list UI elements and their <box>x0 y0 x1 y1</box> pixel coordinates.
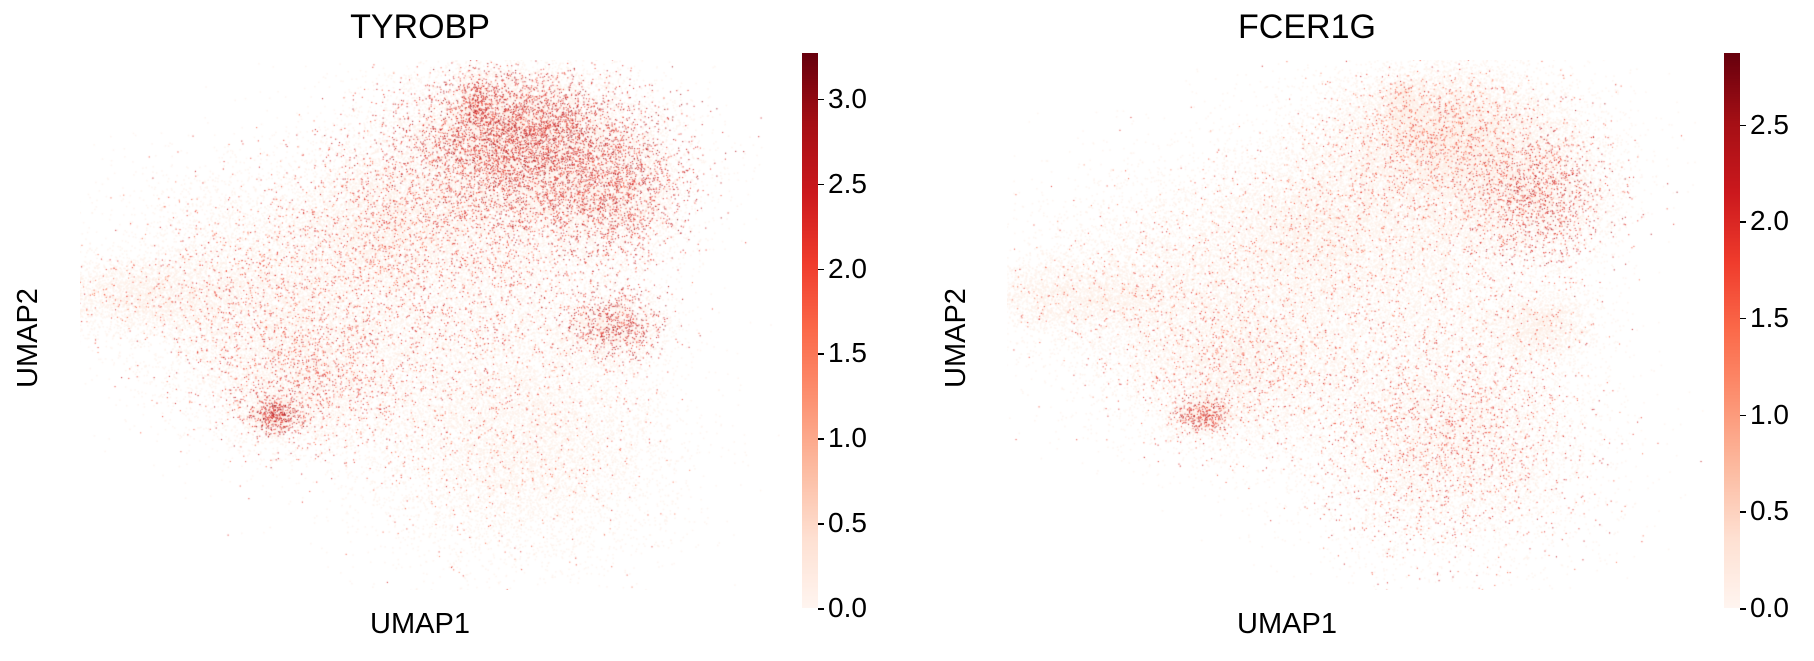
colorbar-tick-mark <box>1740 317 1746 320</box>
colorbar-tick-label: 0.5 <box>828 507 867 539</box>
colorbar-tick-mark <box>1740 414 1746 417</box>
y-axis-label: UMAP2 <box>12 288 44 388</box>
x-axis-label: UMAP1 <box>1237 608 1337 640</box>
colorbar-tick-mark <box>818 183 824 186</box>
colorbar-tick-mark <box>1740 511 1746 513</box>
colorbar-tick-label: 1.5 <box>828 337 867 369</box>
chart-title: FCER1G <box>1238 8 1376 46</box>
colorbar-ticks: 0.0 0.5 1.0 1.5 2.0 2.5 3.0 <box>818 53 908 623</box>
umap-panel-fcer1g: FCER1G UMAP1 UMAP2 0.0 0.5 1.0 1.5 2.0 2.5 <box>907 0 1814 661</box>
colorbar <box>802 53 818 608</box>
colorbar-tick-label: 2.5 <box>828 167 867 199</box>
colorbar-tick-label: 1.0 <box>828 422 867 454</box>
colorbar-tick-mark <box>818 608 824 610</box>
y-axis-label: UMAP2 <box>940 288 972 388</box>
colorbar-tick-mark <box>818 98 824 101</box>
colorbar-tick-mark <box>1740 221 1746 223</box>
colorbar-tick-label: 2.0 <box>1750 205 1789 237</box>
umap-scatter-plot <box>1007 60 1707 590</box>
colorbar-tick-label: 3.0 <box>828 82 867 114</box>
colorbar-tick-label: 0.0 <box>1750 592 1789 623</box>
colorbar-tick-label: 2.0 <box>828 252 867 284</box>
colorbar-tick-label: 0.0 <box>828 592 867 623</box>
colorbar-ticks: 0.0 0.5 1.0 1.5 2.0 2.5 <box>1740 53 1814 623</box>
colorbar-tick-mark <box>818 438 824 440</box>
colorbar-tick-label: 1.5 <box>1750 301 1789 333</box>
umap-scatter-plot <box>80 60 780 590</box>
umap-panel-tyrobp: TYROBP UMAP1 UMAP2 0.0 0.5 1.0 1.5 2.0 2.5 3.0 <box>12 8 908 640</box>
colorbar-tick-mark <box>818 523 824 525</box>
colorbar <box>1724 53 1740 608</box>
colorbar-tick-mark <box>818 268 824 271</box>
colorbar-tick-label: 1.0 <box>1750 398 1789 430</box>
colorbar-tick-label: 0.5 <box>1750 495 1789 527</box>
chart-title: TYROBP <box>350 8 490 46</box>
colorbar-tick-mark <box>1740 608 1746 610</box>
colorbar-tick-label: 2.5 <box>1750 108 1789 140</box>
colorbar-tick-mark <box>1740 124 1746 127</box>
x-axis-label: UMAP1 <box>370 608 470 640</box>
colorbar-tick-mark <box>818 353 824 355</box>
